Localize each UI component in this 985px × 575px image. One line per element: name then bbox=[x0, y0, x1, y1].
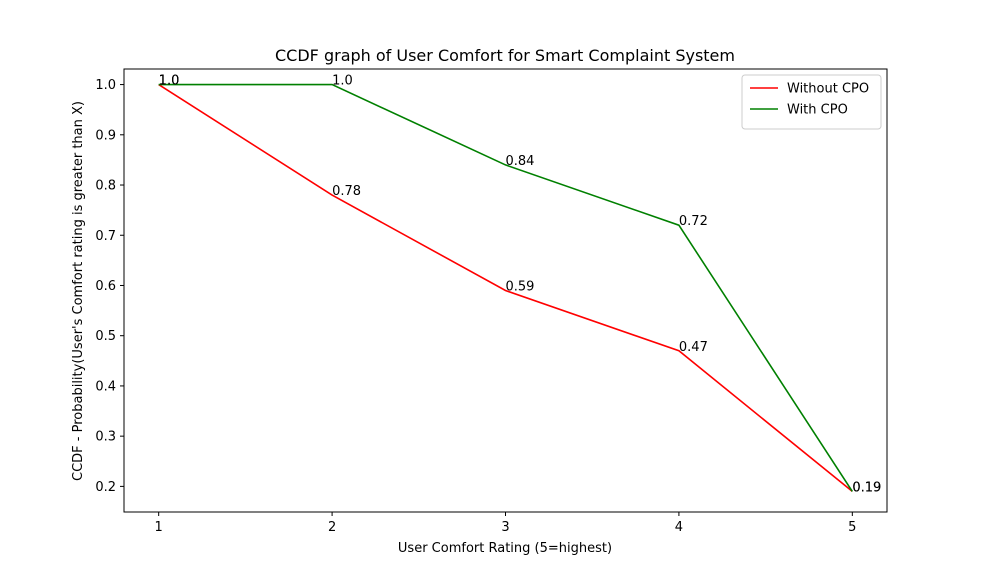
y-axis-label: CCDF - Probability(User's Comfort rating… bbox=[71, 101, 86, 481]
x-tick-label: 5 bbox=[848, 520, 856, 535]
x-tick-label: 2 bbox=[328, 520, 336, 535]
x-tick-label: 3 bbox=[501, 520, 509, 535]
y-tick-label: 0.5 bbox=[95, 329, 116, 344]
data-label-with-cpo: 1.0 bbox=[332, 74, 353, 89]
x-tick-label: 1 bbox=[155, 520, 163, 535]
y-tick-label: 0.4 bbox=[95, 379, 116, 394]
y-tick-label: 0.3 bbox=[95, 430, 116, 445]
legend-label-without-cpo: Without CPO bbox=[787, 82, 869, 97]
data-label-with-cpo: 0.84 bbox=[506, 154, 535, 169]
data-label-with-cpo: 0.19 bbox=[852, 480, 881, 495]
y-tick-label: 0.2 bbox=[95, 480, 116, 495]
y-tick-label: 0.7 bbox=[95, 229, 116, 244]
x-axis-label: User Comfort Rating (5=highest) bbox=[398, 541, 612, 556]
series-line-with-cpo bbox=[158, 83, 853, 492]
y-tick-label: 1.0 bbox=[95, 78, 116, 93]
data-label-without-cpo: 0.59 bbox=[506, 280, 535, 295]
x-tick-label: 4 bbox=[675, 520, 683, 535]
y-tick-label: 0.9 bbox=[95, 128, 116, 143]
data-label-without-cpo: 0.19 bbox=[852, 480, 881, 495]
y-tick-label: 0.8 bbox=[95, 179, 116, 194]
legend: Without CPO With CPO bbox=[741, 74, 882, 130]
plot-area: 1 2 3 4 5 0.2 0.3 0.4 0.5 0.6 0.7 0.8 0.9 1.0 1.0 0.78 0… bbox=[95, 68, 888, 535]
data-label-without-cpo: 0.47 bbox=[679, 340, 708, 355]
y-tick-label: 0.6 bbox=[95, 279, 116, 294]
data-label-without-cpo: 0.78 bbox=[332, 184, 361, 199]
data-label-with-cpo: 0.72 bbox=[679, 214, 708, 229]
chart-title: CCDF graph of User Comfort for Smart Com… bbox=[275, 46, 735, 65]
legend-label-with-cpo: With CPO bbox=[787, 103, 848, 118]
data-label-with-cpo: 1.0 bbox=[159, 74, 180, 89]
series-line-without-cpo bbox=[158, 83, 853, 493]
